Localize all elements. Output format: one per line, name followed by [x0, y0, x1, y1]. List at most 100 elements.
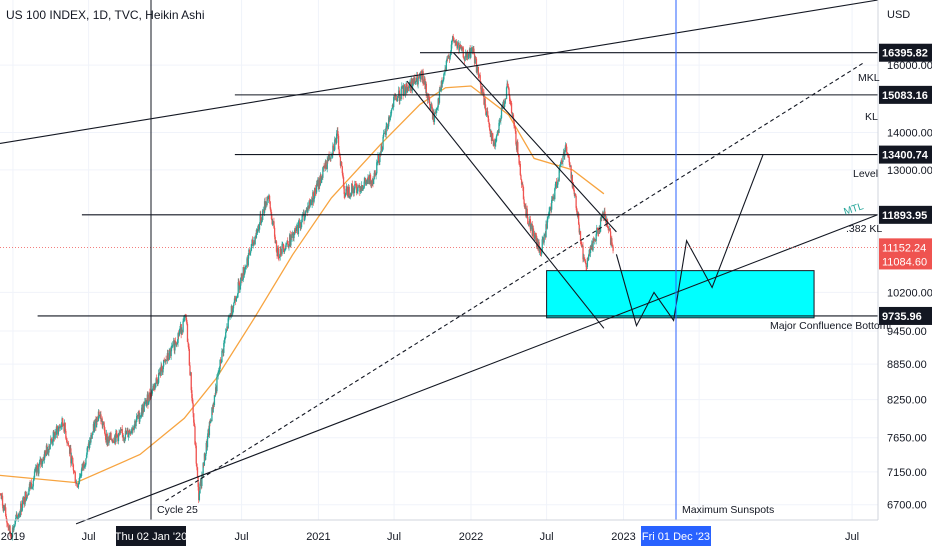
candle-body — [233, 298, 236, 303]
candle-body — [74, 472, 76, 483]
candle-body — [285, 243, 288, 245]
candle-body — [609, 231, 612, 245]
candle-body — [401, 86, 403, 89]
candle-body — [485, 113, 488, 115]
candle-body — [445, 60, 448, 71]
chart-title: US 100 INDEX, 1D, TVC, Heikin Ashi — [6, 8, 205, 22]
candle-body — [381, 146, 383, 151]
candle-body — [498, 122, 500, 133]
candle-body — [484, 98, 486, 109]
candle-body — [241, 273, 243, 281]
candle-body — [154, 383, 157, 388]
time-axis-tick-label[interactable]: 2021 — [306, 531, 330, 543]
major-confluence-annotation: Major Confluence Bottom! — [770, 320, 891, 332]
trendline[interactable] — [0, 0, 879, 144]
candle-body — [21, 500, 24, 508]
candle-body — [170, 347, 172, 357]
candle-body — [559, 165, 561, 170]
candle-body — [0, 493, 2, 495]
candle-body — [428, 94, 430, 98]
price-axis-tick-label: 7650.00 — [887, 433, 927, 445]
candle-body — [225, 332, 227, 338]
candle-body — [309, 202, 311, 206]
candle-body — [456, 44, 459, 48]
moving-average-line — [0, 85, 605, 484]
projection-path[interactable] — [615, 154, 764, 328]
candle-body — [14, 520, 16, 526]
candle-body — [260, 218, 263, 224]
candle-body — [280, 253, 283, 255]
candle-body — [64, 422, 66, 431]
candle-body — [500, 107, 503, 119]
candle-body — [270, 208, 272, 213]
candle-body — [414, 77, 416, 84]
time-axis-tick-label[interactable]: 2022 — [459, 531, 483, 543]
time-axis-tick-label[interactable]: Jul — [540, 531, 554, 543]
candle-body — [139, 416, 141, 422]
candle-body — [495, 135, 498, 142]
candle-body — [26, 494, 28, 499]
candle-body — [55, 426, 58, 435]
candle-body — [132, 427, 134, 430]
candle-body — [293, 234, 295, 239]
prior-close-tag — [879, 253, 932, 270]
candle-body — [42, 460, 44, 465]
candle-body — [60, 425, 63, 427]
candle-body — [65, 438, 68, 441]
candle-body — [233, 302, 235, 306]
candle-body — [351, 183, 353, 192]
candle-body — [160, 365, 162, 376]
candle-body — [378, 155, 380, 161]
time-axis-tick-label[interactable]: Jul — [845, 531, 859, 543]
price-axis-tick-label: 14000.00 — [887, 128, 932, 140]
candle-body — [100, 414, 102, 422]
candle-body — [362, 188, 364, 191]
candle-body — [453, 37, 455, 42]
candle-body — [577, 212, 580, 225]
candle-body — [191, 390, 193, 399]
candle-body — [28, 488, 30, 495]
candle-body — [458, 43, 460, 51]
candle-body — [273, 227, 276, 237]
trendline[interactable] — [453, 52, 617, 233]
candle-body — [348, 186, 350, 197]
candle-body — [67, 442, 70, 446]
candle-body — [72, 464, 75, 471]
candle-body — [573, 189, 575, 195]
candle-body — [422, 71, 424, 84]
candle-body — [543, 234, 545, 243]
candle-body — [79, 476, 81, 482]
candle-body — [131, 427, 133, 432]
time-axis-tick-label[interactable]: Jul — [235, 531, 249, 543]
candle-body — [607, 226, 609, 228]
candle-body — [435, 109, 437, 114]
candle-body — [438, 89, 441, 103]
candle-body — [356, 191, 359, 194]
drawings-layer — [0, 0, 879, 525]
candle-body — [274, 236, 276, 244]
candle-body — [322, 167, 324, 178]
trendline[interactable] — [406, 80, 605, 329]
candle-body — [171, 346, 173, 348]
candle-body — [547, 216, 550, 217]
dashed-trendline[interactable] — [165, 61, 866, 502]
time-axis-tick-label[interactable]: Jul — [82, 531, 96, 543]
candle-body — [357, 186, 359, 192]
candle-body — [584, 260, 587, 263]
candle-body — [606, 219, 609, 227]
time-axis-tick-label[interactable]: Jul — [387, 531, 401, 543]
candle-body — [104, 433, 107, 436]
candle-body — [136, 416, 138, 422]
candle-body — [110, 432, 112, 440]
candle-body — [37, 465, 39, 468]
candle-body — [361, 185, 364, 191]
trendline[interactable] — [75, 214, 879, 525]
time-axis-tick-label[interactable]: 2019 — [1, 531, 25, 543]
time-axis-tick-label[interactable]: 2023 — [611, 531, 635, 543]
candle-body — [156, 378, 158, 381]
candle-body — [7, 523, 9, 528]
candle-body — [376, 162, 378, 174]
candle-body — [49, 444, 51, 450]
candle-body — [494, 142, 496, 146]
